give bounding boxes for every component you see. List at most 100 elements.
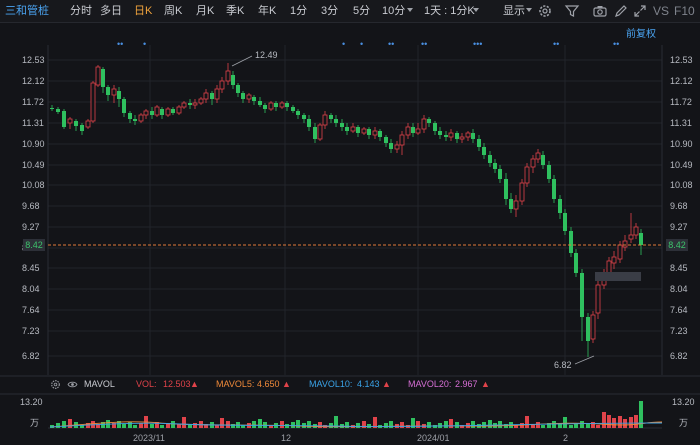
- candle-body: [322, 114, 328, 126]
- volume-axis-unit-right: 万: [679, 418, 688, 428]
- mavol10-label: MAVOL10:: [309, 379, 353, 389]
- annotation-box: [595, 272, 641, 281]
- kline-chart[interactable]: 12.53 12.12 11.72 11.31 10.90 10.49 10.08 9.68 9…: [0, 23, 700, 445]
- tab-yearly-k[interactable]: 年K: [258, 5, 277, 17]
- candle-body: [465, 132, 471, 138]
- price-tick-label: 11.31: [22, 118, 44, 128]
- low-marker-label: 6.82: [554, 360, 572, 370]
- candle-body: [313, 127, 317, 139]
- candle-body: [427, 119, 431, 123]
- candle-body: [176, 106, 182, 114]
- mavol5-value: 4.650: [257, 379, 280, 389]
- price-tick-label: 6.82: [22, 351, 40, 361]
- candle-body: [438, 131, 442, 135]
- mavol10-value: 4.143: [357, 379, 380, 389]
- pen-draw-icon[interactable]: [613, 3, 629, 19]
- volume-bar: [280, 421, 284, 428]
- tab-intraday[interactable]: 分时: [70, 5, 92, 17]
- candle-body: [236, 85, 240, 93]
- volume-bar: [596, 425, 600, 428]
- tab-1min[interactable]: 1分: [290, 5, 308, 17]
- tab-10min-chevron-icon[interactable]: [407, 8, 413, 12]
- volume-bar: [356, 423, 360, 428]
- display-chevron-icon[interactable]: [526, 8, 532, 12]
- volume-bar: [520, 423, 524, 428]
- volume-bar: [460, 425, 464, 428]
- candle-body: [361, 128, 367, 134]
- candle-body: [210, 93, 214, 99]
- candle-body: [329, 115, 333, 119]
- volume-bar: [101, 422, 105, 428]
- candle-body: [448, 132, 454, 138]
- interval-select-chevron-icon[interactable]: [473, 8, 479, 12]
- volume-bar: [591, 422, 595, 428]
- candle-body: [263, 105, 267, 109]
- tab-10min[interactable]: 10分: [382, 5, 406, 17]
- svg-text:••: ••: [613, 39, 619, 49]
- candle-body: [80, 125, 84, 131]
- vol-label: VOL:: [136, 379, 157, 389]
- candle-body: [188, 103, 192, 105]
- tab-multi-day[interactable]: 多日: [100, 5, 122, 17]
- candle-body: [372, 130, 378, 136]
- candle-body: [471, 133, 475, 139]
- price-tick-label: 10.90: [670, 139, 693, 149]
- price-tick-label: 8.04: [670, 284, 688, 294]
- indicator-visibility-eye-icon[interactable]: [67, 379, 78, 390]
- date-label: 2023/11: [133, 433, 165, 443]
- volume-bar: [639, 401, 643, 428]
- indicator-name[interactable]: MAVOL: [84, 379, 115, 389]
- candle-body: [307, 119, 311, 127]
- display-button[interactable]: 显示: [503, 5, 525, 17]
- mavol20-up-arrow-icon: ▲: [481, 379, 490, 389]
- tab-5min[interactable]: 5分: [353, 5, 371, 17]
- vol-up-arrow-icon: ▲: [190, 379, 199, 389]
- volume-bar: [531, 424, 535, 428]
- candlestick-series: [50, 63, 643, 357]
- candle-body: [268, 102, 274, 110]
- f10-button[interactable]: F10: [674, 4, 695, 18]
- candle-body: [302, 115, 306, 119]
- candle-body: [633, 226, 639, 236]
- tab-3min[interactable]: 3分: [321, 5, 339, 17]
- volume-bar: [362, 421, 366, 428]
- compare-vs-button[interactable]: VS: [653, 4, 670, 18]
- volume-bar: [416, 421, 420, 428]
- volume-bar: [547, 423, 551, 428]
- indicator-settings-icon[interactable]: [50, 379, 61, 390]
- camera-icon[interactable]: [592, 3, 608, 19]
- interval-select[interactable]: 1天 : 1分K: [424, 5, 475, 17]
- tab-monthly-k[interactable]: 月K: [196, 5, 215, 17]
- candle-body: [62, 111, 66, 127]
- candle-body: [622, 240, 628, 248]
- price-axis-left: 12.53 12.12 11.72 11.31 10.90 10.49 10.08 9.68 9…: [22, 55, 45, 361]
- candle-body: [455, 133, 459, 139]
- volume-bar: [80, 425, 84, 428]
- date-label: 12: [281, 433, 291, 443]
- candle-body: [50, 108, 54, 109]
- volume-bar: [345, 422, 349, 428]
- current-price-tag-left: 8.42: [23, 239, 45, 251]
- tab-daily-k[interactable]: 日K: [134, 5, 153, 17]
- low-marker: 6.82: [554, 355, 595, 370]
- tab-quarterly-k[interactable]: 季K: [226, 5, 245, 17]
- stock-name[interactable]: 三和管桩: [5, 5, 49, 17]
- candle-body: [95, 66, 101, 86]
- fullscreen-expand-icon[interactable]: [632, 3, 648, 19]
- candle-body: [138, 114, 144, 122]
- filter-funnel-icon[interactable]: [564, 3, 580, 19]
- volume-bar: [536, 422, 540, 428]
- settings-gear-icon[interactable]: [537, 3, 553, 19]
- volume-bar: [171, 421, 175, 428]
- volume-bar: [193, 423, 197, 428]
- price-tick-label: 12.53: [22, 55, 45, 65]
- volume-bar: [471, 421, 475, 428]
- price-tick-label: 10.49: [670, 160, 693, 170]
- volume-bar: [112, 423, 116, 428]
- adjust-mode-label[interactable]: 前复权: [626, 27, 656, 40]
- candle-body: [296, 111, 300, 115]
- candle-body: [274, 103, 278, 107]
- candle-body: [101, 69, 105, 87]
- price-tick-label: 9.27: [22, 222, 40, 232]
- tab-weekly-k[interactable]: 周K: [164, 5, 183, 17]
